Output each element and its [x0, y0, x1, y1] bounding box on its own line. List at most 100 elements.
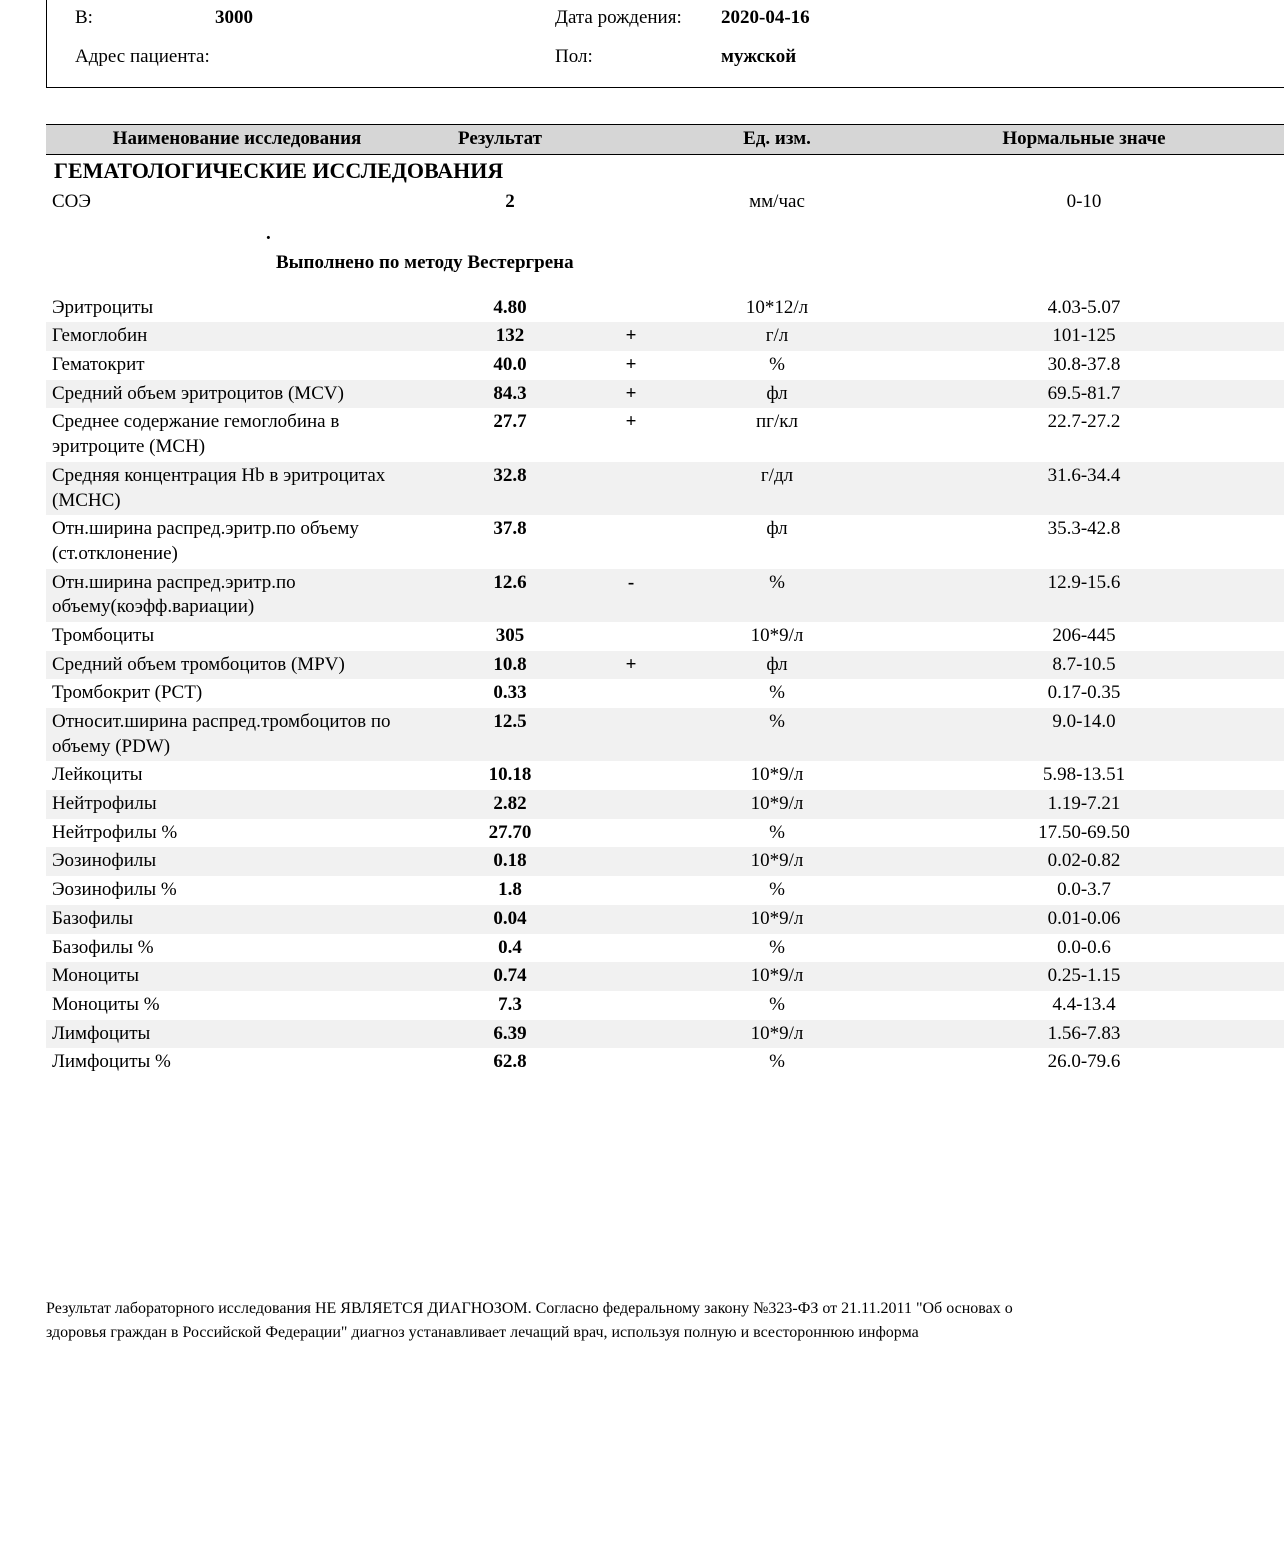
cell-flag [592, 622, 670, 651]
cell-flag: - [592, 569, 670, 622]
cell-name: Гемоглобин [46, 322, 428, 351]
address-label: Адрес пациента: [75, 45, 555, 70]
b-value: 3000 [215, 6, 555, 31]
table-row: Моноциты0.7410*9/л0.25-1.15 [46, 962, 1284, 991]
cell-name: Эритроциты [46, 294, 428, 323]
cell-name: Нейтрофилы [46, 790, 428, 819]
cell-name: Лимфоциты % [46, 1048, 428, 1077]
cell-result: 12.6 [428, 569, 592, 622]
cell-unit: мм/час [670, 188, 884, 217]
cell-result: 7.3 [428, 991, 592, 1020]
note-dot: . [266, 222, 1284, 247]
patient-row: Адрес пациента: Пол: мужской [75, 45, 1256, 70]
cell-unit: % [670, 1048, 884, 1077]
cell-flag [592, 515, 670, 568]
cell-name: Отн.ширина распред.эритр.по объему (ст.о… [46, 515, 428, 568]
cell-flag [592, 905, 670, 934]
cell-flag [592, 876, 670, 905]
table-row: Гематокрит40.0+%30.8-37.8 [46, 351, 1284, 380]
footer-line2: здоровья граждан в Российской Федерации"… [46, 1324, 919, 1341]
cell-range: 0.0-0.6 [884, 934, 1284, 963]
cell-range: 31.6-34.4 [884, 462, 1284, 515]
table-row: Лимфоциты6.3910*9/л1.56-7.83 [46, 1020, 1284, 1049]
header-unit: Ед. изм. [670, 125, 884, 154]
cell-unit: % [670, 708, 884, 761]
cell-result: 0.74 [428, 962, 592, 991]
table-row: Средняя концентрация Hb в эритроцитах (M… [46, 462, 1284, 515]
cell-unit: фл [670, 380, 884, 409]
cell-result: 0.4 [428, 934, 592, 963]
cell-result: 132 [428, 322, 592, 351]
cell-range: 101-125 [884, 322, 1284, 351]
cell-result: 4.80 [428, 294, 592, 323]
cell-name: Тромбокрит (PCT) [46, 679, 428, 708]
cell-result: 10.8 [428, 651, 592, 680]
cell-range: 69.5-81.7 [884, 380, 1284, 409]
cell-unit: 10*9/л [670, 847, 884, 876]
cell-flag [592, 708, 670, 761]
table-row: Гемоглобин132+г/л101-125 [46, 322, 1284, 351]
cell-unit: г/л [670, 322, 884, 351]
table-row: Эозинофилы %1.8%0.0-3.7 [46, 876, 1284, 905]
cell-result: 84.3 [428, 380, 592, 409]
cell-name: Тромбоциты [46, 622, 428, 651]
cell-unit: % [670, 569, 884, 622]
table-row: Эозинофилы0.1810*9/л0.02-0.82 [46, 847, 1284, 876]
cell-unit: г/дл [670, 462, 884, 515]
cell-range: 5.98-13.51 [884, 761, 1284, 790]
header-name: Наименование исследования [46, 125, 428, 154]
cell-range: 35.3-42.8 [884, 515, 1284, 568]
sex-value: мужской [721, 45, 796, 70]
cell-flag: + [592, 351, 670, 380]
cell-result: 37.8 [428, 515, 592, 568]
cell-name: Лейкоциты [46, 761, 428, 790]
table-row: Нейтрофилы %27.70%17.50-69.50 [46, 819, 1284, 848]
cell-range: 30.8-37.8 [884, 351, 1284, 380]
table-row: Среднее содержание гемоглобина в эритроц… [46, 408, 1284, 461]
cell-result: 62.8 [428, 1048, 592, 1077]
cell-flag: + [592, 408, 670, 461]
cell-name: Моноциты [46, 962, 428, 991]
cell-result: 0.04 [428, 905, 592, 934]
dob-value: 2020-04-16 [721, 6, 810, 31]
cell-range: 0.0-3.7 [884, 876, 1284, 905]
table-header-row: Наименование исследования Результат Ед. … [46, 125, 1284, 155]
table-row: Лейкоциты10.1810*9/л5.98-13.51 [46, 761, 1284, 790]
cell-result: 40.0 [428, 351, 592, 380]
table-row: Моноциты %7.3%4.4-13.4 [46, 991, 1284, 1020]
table-row: СОЭ 2 мм/час 0-10 [46, 188, 1284, 217]
cell-name: Средний объем тромбоцитов (MPV) [46, 651, 428, 680]
cell-flag: + [592, 380, 670, 409]
cell-flag [592, 847, 670, 876]
cell-range: 17.50-69.50 [884, 819, 1284, 848]
cell-result: 0.33 [428, 679, 592, 708]
table-row: Эритроциты4.8010*12/л4.03-5.07 [46, 294, 1284, 323]
cell-range: 0-10 [884, 188, 1284, 217]
cell-range: 206-445 [884, 622, 1284, 651]
cell-range: 26.0-79.6 [884, 1048, 1284, 1077]
dob-label: Дата рождения: [555, 6, 721, 31]
note-text: Выполнено по методу Вестергрена [276, 252, 574, 273]
cell-name: Гематокрит [46, 351, 428, 380]
table-row: Отн.ширина распред.эритр.по объему (ст.о… [46, 515, 1284, 568]
cell-name: Среднее содержание гемоглобина в эритроц… [46, 408, 428, 461]
cell-unit: фл [670, 515, 884, 568]
cell-unit: фл [670, 651, 884, 680]
table-row: Базофилы %0.4%0.0-0.6 [46, 934, 1284, 963]
cell-flag [592, 790, 670, 819]
cell-name: Относит.ширина распред.тромбоцитов по об… [46, 708, 428, 761]
cell-unit: % [670, 351, 884, 380]
cell-name: Базофилы [46, 905, 428, 934]
table-row: Тромбоциты30510*9/л206-445 [46, 622, 1284, 651]
cell-name: Эозинофилы % [46, 876, 428, 905]
header-flag [592, 125, 670, 154]
cell-name: Эозинофилы [46, 847, 428, 876]
cell-unit: 10*9/л [670, 790, 884, 819]
cell-result: 0.18 [428, 847, 592, 876]
cell-range: 9.0-14.0 [884, 708, 1284, 761]
sex-label: Пол: [555, 45, 721, 70]
header-range: Нормальные значе [884, 125, 1284, 154]
cell-flag [592, 462, 670, 515]
table-row: Лимфоциты %62.8%26.0-79.6 [46, 1048, 1284, 1077]
cell-flag: + [592, 651, 670, 680]
